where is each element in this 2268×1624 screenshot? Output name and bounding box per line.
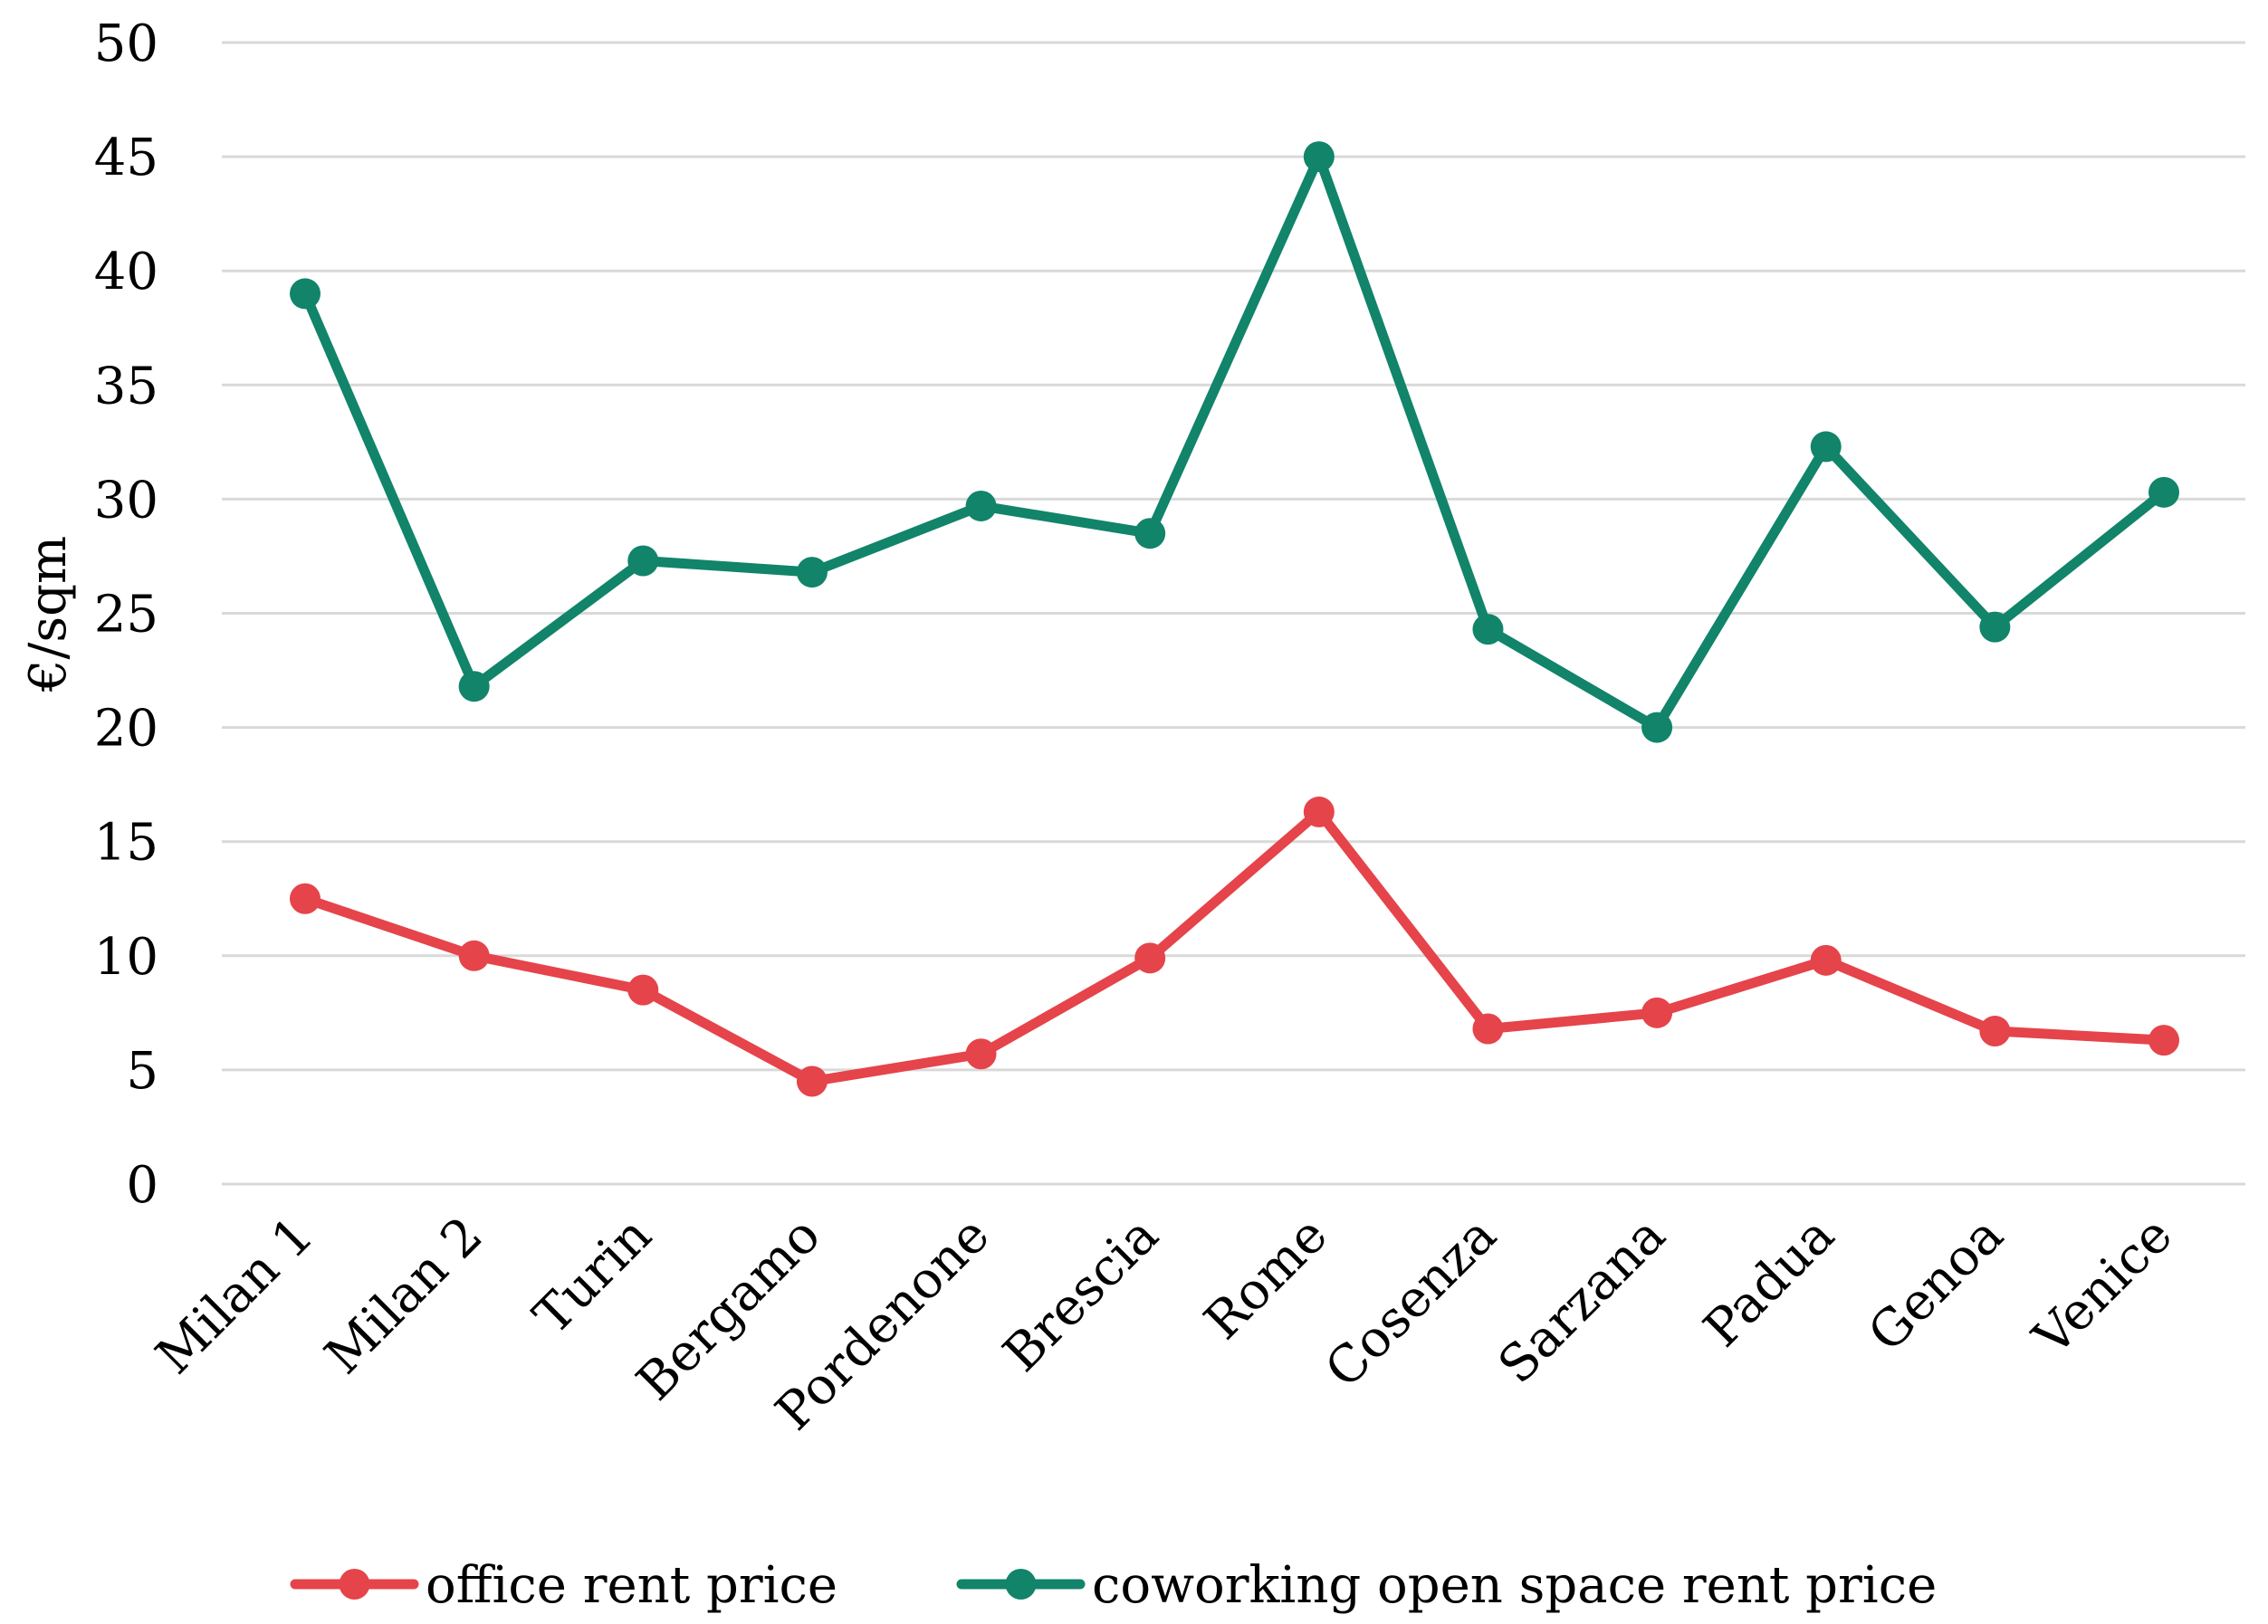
- legend-swatch-marker: [339, 1569, 370, 1600]
- y-tick-label: 40: [94, 243, 158, 301]
- x-tick-label: Padua: [1693, 1206, 1846, 1359]
- data-point: [458, 940, 490, 971]
- x-tick-label: Sarzana: [1488, 1206, 1677, 1395]
- data-point: [458, 671, 490, 702]
- data-point: [1303, 141, 1335, 173]
- x-tick-label: Milan 1: [145, 1206, 325, 1386]
- gridlines: [222, 41, 2245, 1186]
- legend-item-1: coworking open space rent price: [956, 1556, 1937, 1615]
- data-point: [1641, 712, 1673, 743]
- data-point: [1810, 944, 1842, 976]
- x-tick-label: Turin: [522, 1206, 663, 1346]
- y-axis-title: €/sqm: [19, 536, 78, 693]
- y-tick-label: 25: [94, 586, 158, 645]
- y-tick-label: 35: [94, 357, 158, 416]
- y-tick-label: 0: [126, 1156, 158, 1215]
- data-point: [627, 545, 659, 577]
- data-point: [290, 278, 321, 310]
- y-tick-label: 20: [94, 700, 158, 759]
- x-tick-label: Venice: [2022, 1206, 2184, 1368]
- legend-item-0: office rent price: [290, 1556, 837, 1615]
- x-tick-label: Cosenza: [1315, 1206, 1508, 1400]
- data-point: [796, 1065, 828, 1097]
- series-0: [290, 796, 2179, 1097]
- data-point: [1134, 518, 1166, 549]
- series-1: [290, 141, 2179, 743]
- data-point: [965, 1038, 997, 1070]
- data-point: [1641, 997, 1673, 1028]
- y-tick-label: 45: [94, 129, 158, 187]
- y-tick-label: 10: [94, 928, 158, 987]
- y-tick-label: 50: [94, 14, 158, 73]
- data-point: [1810, 431, 1842, 463]
- series: [290, 141, 2179, 1097]
- legend-label: coworking open space rent price: [1092, 1556, 1937, 1615]
- x-tick-label: Genoa: [1857, 1206, 2014, 1363]
- y-tick-label: 15: [94, 814, 158, 873]
- data-point: [290, 883, 321, 914]
- data-point: [1472, 1013, 1504, 1045]
- data-point: [965, 490, 997, 521]
- x-tick-label: Rome: [1193, 1206, 1339, 1352]
- data-point: [1303, 796, 1335, 827]
- series-line: [300, 807, 2169, 1087]
- data-point: [2148, 476, 2179, 508]
- data-point: [1134, 942, 1166, 974]
- data-point: [627, 974, 659, 1006]
- data-point: [796, 557, 828, 588]
- legend: office rent price coworking open space re…: [290, 1556, 1937, 1615]
- legend-swatch-marker: [1005, 1569, 1037, 1600]
- series-line: [300, 151, 2169, 733]
- x-tick-label: Brescia: [992, 1206, 1170, 1383]
- data-point: [2148, 1025, 2179, 1056]
- data-point: [1979, 611, 2011, 643]
- y-tick-label: 5: [126, 1042, 158, 1101]
- x-tick-label: Milan 2: [314, 1206, 494, 1386]
- legend-label: office rent price: [426, 1556, 837, 1615]
- data-point: [1472, 614, 1504, 645]
- data-point: [1979, 1016, 2011, 1047]
- y-axis-ticks: 0 5 10 15 20 25 30 35 40 45 50: [94, 14, 158, 1215]
- y-tick-label: 30: [94, 471, 158, 530]
